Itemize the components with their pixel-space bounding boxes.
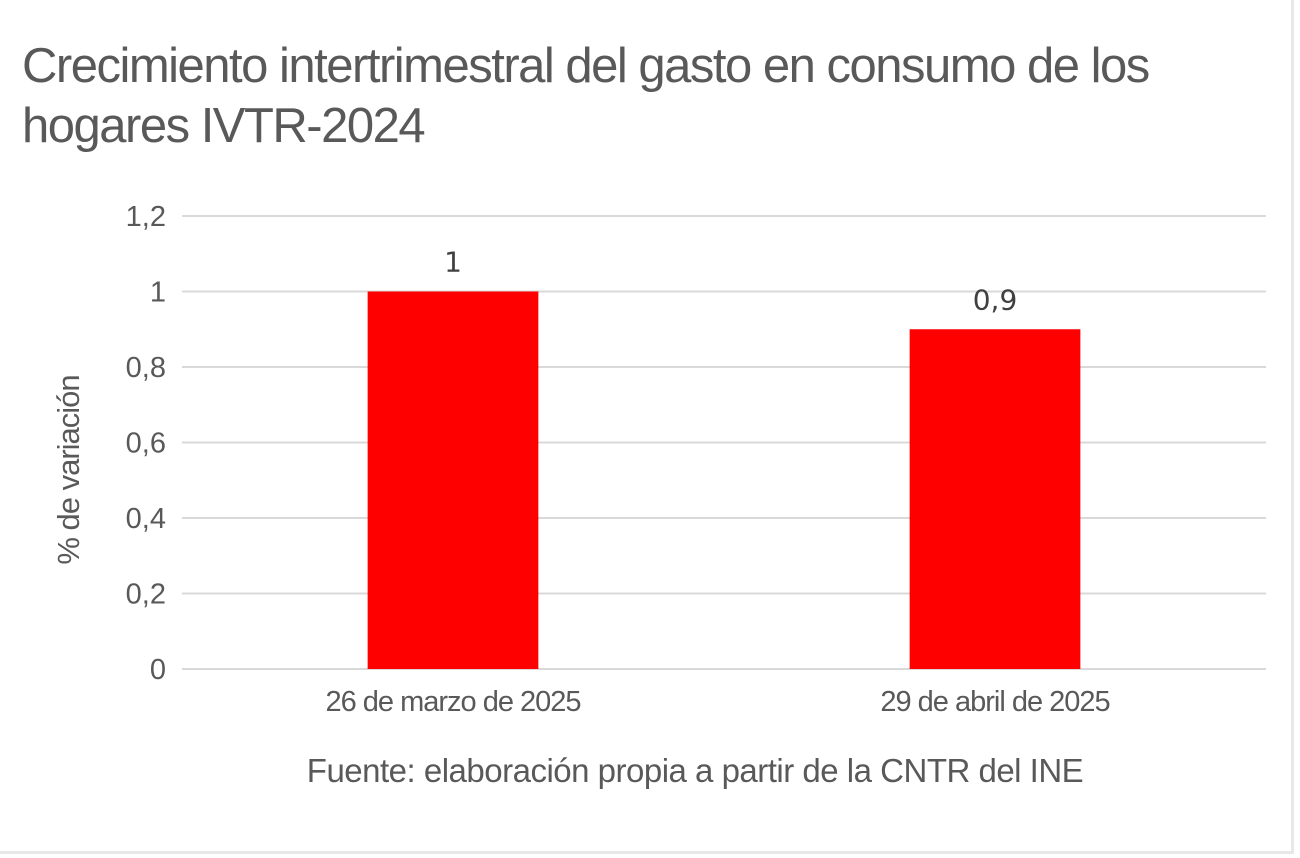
source-note: Fuente: elaboración propia a partir de l… bbox=[306, 752, 1084, 789]
bar bbox=[909, 329, 1081, 669]
data-label: 1 bbox=[444, 246, 462, 279]
gridlines bbox=[182, 215, 1266, 670]
y-axis-label: % de variación bbox=[51, 375, 86, 564]
y-tick-label: 1,2 bbox=[126, 201, 166, 233]
y-tick-label: 0,6 bbox=[126, 428, 166, 460]
y-tick-label: 0 bbox=[150, 654, 166, 686]
data-label: 0,9 bbox=[973, 283, 1018, 316]
y-tick-label: 0,4 bbox=[126, 503, 166, 535]
x-tick-label: 29 de abril de 2025 bbox=[880, 686, 1109, 718]
x-axis-categories: 26 de marzo de 2025 29 de abril de 2025 bbox=[325, 686, 1110, 718]
y-tick-label: 1 bbox=[150, 277, 166, 309]
x-tick-label: 26 de marzo de 2025 bbox=[325, 686, 580, 718]
bars bbox=[367, 291, 1081, 669]
data-labels: 10,9 bbox=[444, 246, 1017, 317]
y-tick-label: 0,2 bbox=[126, 579, 166, 611]
y-tick-label: 0,8 bbox=[126, 352, 166, 384]
chart-title: Crecimiento intertrimestral del gasto en… bbox=[22, 39, 1150, 153]
bar bbox=[367, 291, 539, 669]
y-axis-ticks: 0 0,2 0,4 0,6 0,8 1 1,2 bbox=[126, 201, 166, 686]
